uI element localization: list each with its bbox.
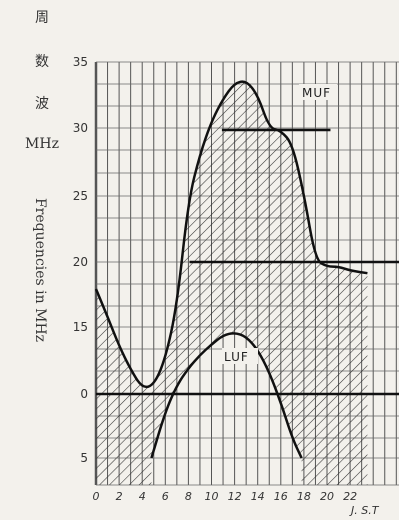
x-tick-label: 22 [343,490,357,503]
x-tick-label: 18 [297,490,311,503]
x-tick-label: 6 [162,490,169,503]
x-tick-label: 2 [116,490,123,503]
ylabel-jp-1: 周 [35,10,49,26]
ylabel-en: Frequencies in MHz [32,198,48,342]
x-ticks: 0 2 4 6 8 10 12 14 16 18 20 22 [93,490,358,503]
luf-curve [150,332,303,459]
x-tick-label: 10 [205,490,219,503]
reference-lines [96,128,399,396]
y-tick-label: 20 [73,255,88,269]
muf-luf-region [96,81,368,485]
ylabel-jp-2: 数 [35,54,49,70]
x-tick-label: 8 [185,490,192,503]
x-tick-label: 12 [228,490,242,503]
ylabel-unit: MHz [25,136,59,152]
y-ticks: 35 30 25 20 15 0 5 [73,55,88,465]
x-axis-label: J. S.T [349,504,380,517]
y-tick-label: 35 [73,55,88,69]
y-tick-label: 25 [73,189,88,203]
x-tick-label: 4 [139,490,146,503]
x-tick-label: 0 [93,490,100,503]
ylabel-jp-3: 波 [35,96,49,112]
x-tick-label: 16 [274,490,288,503]
y-tick-label: 5 [80,451,88,465]
luf-label: LUF [224,350,249,364]
muf-label: MUF [302,86,331,100]
x-tick-label: 20 [320,490,334,503]
luf-label-bg [222,348,258,364]
muf-curve [94,80,368,389]
y-tick-label: 30 [73,121,88,135]
x-tick-label: 14 [251,490,265,503]
muf-label-bg [299,84,337,100]
y-tick-label: 15 [73,320,88,334]
y-tick-label: 0 [80,387,88,401]
